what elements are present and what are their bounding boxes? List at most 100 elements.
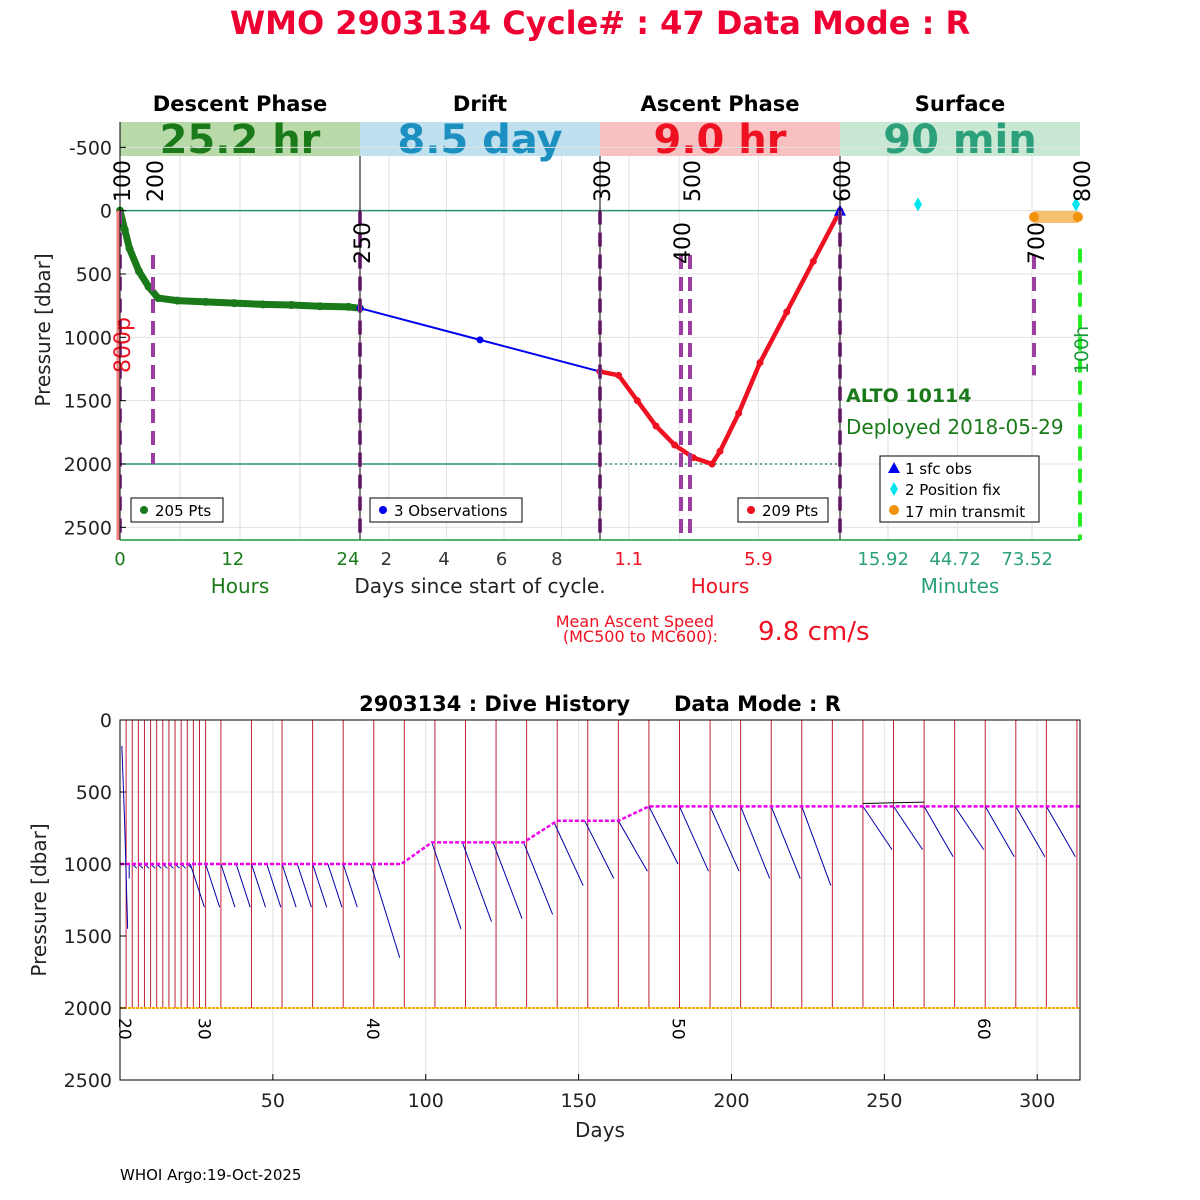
dive-x-tick-label-100: 100 xyxy=(408,1090,444,1112)
drift-trace xyxy=(266,863,282,908)
cycle-x-tick-label: 44.72 xyxy=(929,549,981,570)
cycle-x-tick-label: 0 xyxy=(114,549,125,570)
cycle-y-tick-label--500: -500 xyxy=(69,137,112,159)
drift-trace xyxy=(296,863,312,908)
cycle-x-tick-label: 73.52 xyxy=(1001,549,1053,570)
ascent-point xyxy=(652,422,660,430)
descent-point xyxy=(344,302,353,311)
mission-code-label-400: 400 xyxy=(671,222,696,264)
descent-point xyxy=(154,294,163,303)
drift-trace xyxy=(740,806,771,879)
phase-duration-2: 9.0 hr xyxy=(654,117,787,163)
dive-data-series xyxy=(120,720,1080,1009)
dive-grid xyxy=(120,719,1080,1081)
ascent-point xyxy=(809,257,817,265)
phase-name-3: Surface xyxy=(915,92,1005,116)
cycle-x-tick-label: 6 xyxy=(496,549,507,570)
descent-point xyxy=(258,300,267,309)
drift-trace xyxy=(679,806,709,872)
park-pressure-line xyxy=(120,805,1080,866)
drift-trace xyxy=(523,842,554,915)
drift-trace xyxy=(312,863,328,908)
dive-x-axis-label: Days xyxy=(575,1118,625,1142)
surface-legend-obs-marker xyxy=(888,462,900,473)
phase-axis-label-2: Hours xyxy=(691,574,750,598)
transmit-marker xyxy=(1029,212,1039,222)
mission-code-label-600: 600 xyxy=(831,160,856,202)
ascent-point xyxy=(783,308,791,316)
descent-legend-marker xyxy=(140,506,148,514)
dive-x-tick-label-150: 150 xyxy=(560,1090,596,1112)
phase-duration-3: 90 min xyxy=(883,117,1036,163)
drift-trace xyxy=(648,806,679,865)
cycle-number-label-40: 40 xyxy=(362,1018,382,1040)
descent-point xyxy=(230,299,239,308)
drift-trace xyxy=(281,863,297,908)
phase-band-1 xyxy=(360,122,600,156)
float-model-label: ALTO 10114 xyxy=(846,385,972,407)
drift-trace xyxy=(205,863,221,908)
deployment-date-label: Deployed 2018-05-29 xyxy=(846,415,1064,439)
dive-y-tick-label-1000: 1000 xyxy=(64,854,112,876)
ascent-legend: 209 Pts xyxy=(737,497,829,523)
ascent-point xyxy=(615,371,623,379)
drift-trace xyxy=(235,863,251,908)
phase-name-0: Descent Phase xyxy=(153,92,327,116)
surface-legend-transmit-marker xyxy=(889,505,899,515)
drift-trace xyxy=(461,842,492,922)
cycle-number-label-20: 20 xyxy=(114,1018,134,1040)
cycle-y-tick-label-0: 0 xyxy=(100,201,112,223)
surface-legend-frame xyxy=(879,455,1040,523)
transmit-marker xyxy=(1073,212,1083,222)
dive-y-tick-label-1500: 1500 xyxy=(64,926,112,948)
drift-trace xyxy=(984,806,1015,858)
dive-x-tick-label-250: 250 xyxy=(866,1090,902,1112)
ascent-speed-sublabel: (MC500 to MC600): xyxy=(563,627,718,646)
phase-axis-label-0: Hours xyxy=(211,574,270,598)
footer-credit: WHOI Argo:19-Oct-2025 xyxy=(120,1166,302,1184)
drift-trace xyxy=(220,863,236,908)
descent-point xyxy=(125,244,134,253)
drift-legend: 3 Observations xyxy=(369,497,523,523)
drift-point xyxy=(476,336,484,344)
position-fix-marker xyxy=(1072,197,1080,212)
deployment-trace xyxy=(121,745,129,929)
mission-code-label-700: 700 xyxy=(1025,222,1050,264)
drift-trace xyxy=(553,822,584,886)
cycle-y-tick-label-2000: 2000 xyxy=(64,454,112,476)
ascent-point xyxy=(756,359,764,367)
dive-history-title: 2903134 : Dive History Data Mode : R xyxy=(359,692,841,716)
phase-duration-0: 25.2 hr xyxy=(160,117,321,163)
drift-trace xyxy=(709,806,740,872)
surface-depth-side-label: 100h xyxy=(1071,326,1093,374)
descent-point xyxy=(120,225,129,234)
phase-axis-label-3: Minutes xyxy=(921,574,1000,598)
mission-code-label-300: 300 xyxy=(591,160,616,202)
drift-trace xyxy=(893,806,923,850)
drift-legend-label: 3 Observations xyxy=(394,502,508,520)
dive-x-tick-label-300: 300 xyxy=(1019,1090,1055,1112)
dive-y-tick-label-500: 500 xyxy=(76,782,112,804)
dive-x-tick-label-50: 50 xyxy=(261,1090,285,1112)
drift-trace xyxy=(801,806,832,886)
dive-history-plot: 20 30 40 50 60 0 500 1000 1500 2000 2500 50 100 150 20… xyxy=(27,692,1081,1142)
ascent-legend-marker xyxy=(747,506,755,514)
cycle-y-axis-label: Pressure [dbar] xyxy=(31,253,55,406)
drift-trace xyxy=(370,863,401,958)
drift-trace xyxy=(342,863,358,908)
ascent-point xyxy=(633,397,641,405)
dive-axes: 20 30 40 50 60 0 500 1000 1500 2000 2500 50 100 150 20… xyxy=(64,710,1081,1112)
cycle-x-axis-label: Days since start of cycle. xyxy=(354,574,605,598)
ascent-point xyxy=(735,409,743,417)
ascent-point xyxy=(671,441,679,449)
descent-point xyxy=(173,296,182,305)
mission-code-label-100: 100 xyxy=(111,160,136,202)
descent-legend: 205 Pts xyxy=(130,497,224,523)
drift-trace xyxy=(431,842,462,929)
cycle-x-tick-label: 4 xyxy=(438,549,449,570)
ascent-speed-value: 9.8 cm/s xyxy=(758,617,870,647)
dive-x-tick-label-200: 200 xyxy=(713,1090,749,1112)
drift-trace xyxy=(923,806,954,858)
